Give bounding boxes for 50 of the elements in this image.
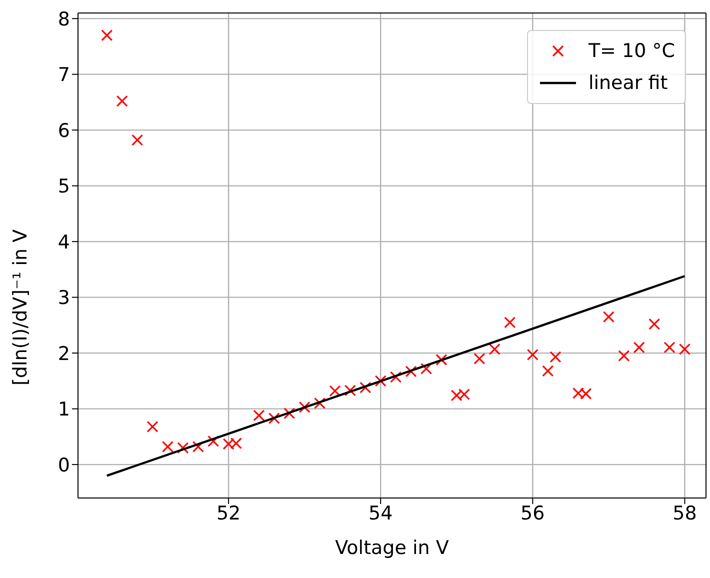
point xyxy=(488,343,500,355)
y-tick-label: 4 xyxy=(58,231,70,254)
point xyxy=(192,440,204,453)
point xyxy=(284,407,296,420)
point xyxy=(146,420,158,432)
point xyxy=(208,435,220,447)
y-tick-label: 6 xyxy=(58,120,70,142)
point xyxy=(542,365,554,377)
x-tick-label: 56 xyxy=(520,502,545,524)
point xyxy=(116,95,128,107)
x-tick-label: 52 xyxy=(216,502,241,524)
point xyxy=(253,410,265,422)
point xyxy=(405,366,417,378)
y-tick-label: 2 xyxy=(58,342,70,365)
point xyxy=(298,401,310,413)
y-tick-label: 8 xyxy=(58,8,70,30)
point xyxy=(602,311,614,323)
point xyxy=(344,384,356,396)
point xyxy=(550,351,562,363)
y-tick-label: 7 xyxy=(58,64,70,86)
point xyxy=(420,362,432,374)
point xyxy=(436,354,448,366)
legend-label: linear fit xyxy=(588,72,668,94)
point xyxy=(329,385,341,397)
x-tick-label: 54 xyxy=(368,502,393,524)
point xyxy=(314,397,326,410)
point xyxy=(474,352,486,364)
point xyxy=(101,30,113,42)
point xyxy=(360,382,372,394)
point xyxy=(633,342,645,354)
point xyxy=(664,342,676,354)
y-tick-label: 0 xyxy=(58,454,70,476)
y-tick-label: 5 xyxy=(58,176,70,198)
legend-label: T= 10 °C xyxy=(588,40,675,62)
point xyxy=(678,343,691,355)
point xyxy=(618,350,630,362)
point xyxy=(268,412,280,424)
point xyxy=(390,371,402,383)
point xyxy=(648,318,660,330)
point xyxy=(132,134,144,146)
y-tick-label: 3 xyxy=(58,287,70,310)
point xyxy=(526,348,538,361)
x-tick-label: 58 xyxy=(672,502,697,524)
point xyxy=(374,375,386,387)
y-axis-title: [dln(I)/dV]⁻¹ in V xyxy=(10,229,32,386)
point xyxy=(162,440,174,453)
point xyxy=(177,442,189,454)
x-axis-title: Voltage in V xyxy=(335,537,449,559)
y-tick-label: 1 xyxy=(58,398,70,421)
point xyxy=(504,316,516,328)
